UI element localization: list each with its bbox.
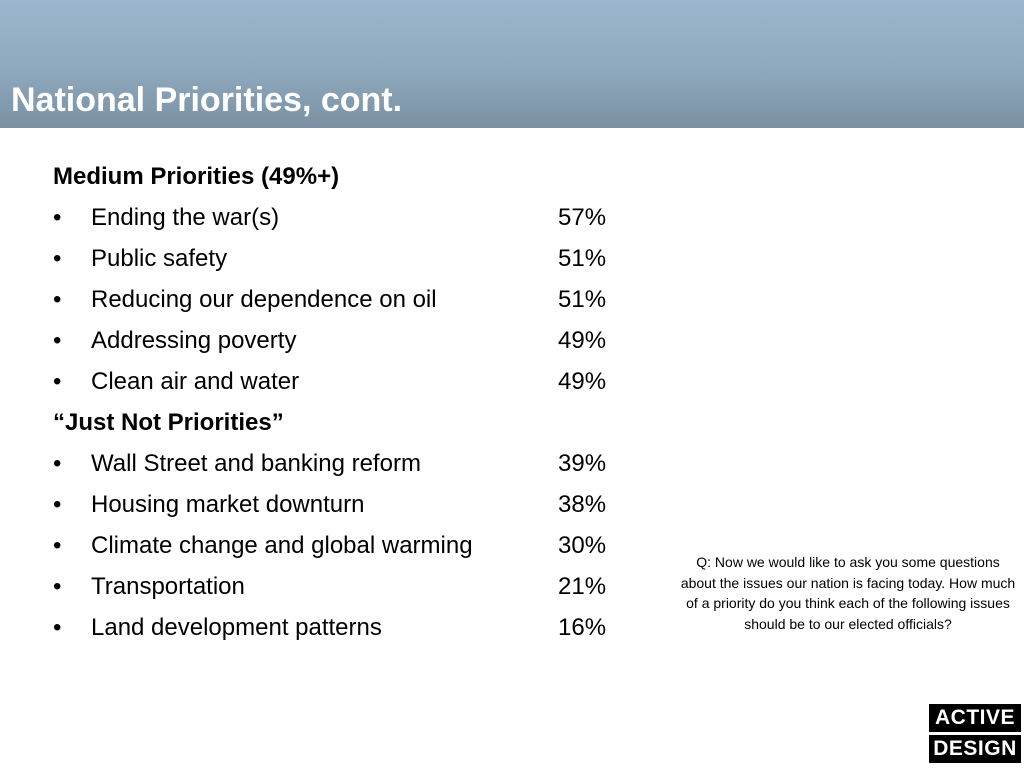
item-label: Housing market downturn (91, 491, 365, 518)
list-item: • Ending the war(s) 57% (53, 199, 653, 240)
item-value: 30% (558, 532, 607, 559)
item-label: Addressing poverty (91, 327, 297, 354)
item-value: 51% (558, 286, 607, 313)
list-item: • Land development patterns 16% (53, 609, 653, 650)
item-value: 38% (558, 491, 607, 518)
bullet-icon: • (53, 491, 62, 518)
item-label: Wall Street and banking reform (91, 450, 421, 477)
item-label: Reducing our dependence on oil (91, 286, 437, 313)
priorities-list: Medium Priorities (49%+) • Ending the wa… (53, 158, 653, 650)
bullet-icon: • (53, 204, 62, 231)
list-item: • Wall Street and banking reform 39% (53, 445, 653, 486)
section-heading-not-priorities: “Just Not Priorities” (53, 409, 284, 436)
bullet-icon: • (53, 573, 62, 600)
logo-line-1: ACTIVE (929, 704, 1021, 732)
item-label: Climate change and global warming (91, 532, 473, 559)
list-item: • Housing market downturn 38% (53, 486, 653, 527)
list-item: • Transportation 21% (53, 568, 653, 609)
bullet-icon: • (53, 286, 62, 313)
bullet-icon: • (53, 450, 62, 477)
bullet-icon: • (53, 614, 62, 641)
item-value: 51% (558, 245, 607, 272)
item-value: 39% (558, 450, 607, 477)
list-item: • Addressing poverty 49% (53, 322, 653, 363)
list-item: • Clean air and water 49% (53, 363, 653, 404)
slide-title: National Priorities, cont. (11, 81, 403, 119)
list-item: • Climate change and global warming 30% (53, 527, 653, 568)
bullet-icon: • (53, 245, 62, 272)
item-label: Public safety (91, 245, 228, 272)
logo-line-2: DESIGN (929, 735, 1021, 763)
bullet-icon: • (53, 368, 62, 395)
survey-question-note: Q: Now we would like to ask you some que… (680, 554, 1016, 632)
item-label: Land development patterns (91, 614, 382, 641)
item-value: 21% (558, 573, 607, 600)
slide-header: National Priorities, cont. (0, 0, 1024, 128)
item-value: 49% (558, 327, 607, 354)
active-design-logo: ACTIVE DESIGN (929, 704, 1021, 764)
list-item: • Reducing our dependence on oil 51% (53, 281, 653, 322)
item-value: 57% (558, 204, 607, 231)
item-label: Transportation (91, 573, 245, 600)
item-value: 16% (558, 614, 607, 641)
section-heading-medium: Medium Priorities (49%+) (53, 163, 340, 190)
bullet-icon: • (53, 327, 62, 354)
item-label: Clean air and water (91, 368, 300, 395)
item-value: 49% (558, 368, 607, 395)
bullet-icon: • (53, 532, 62, 559)
list-item: • Public safety 51% (53, 240, 653, 281)
item-label: Ending the war(s) (91, 204, 280, 231)
